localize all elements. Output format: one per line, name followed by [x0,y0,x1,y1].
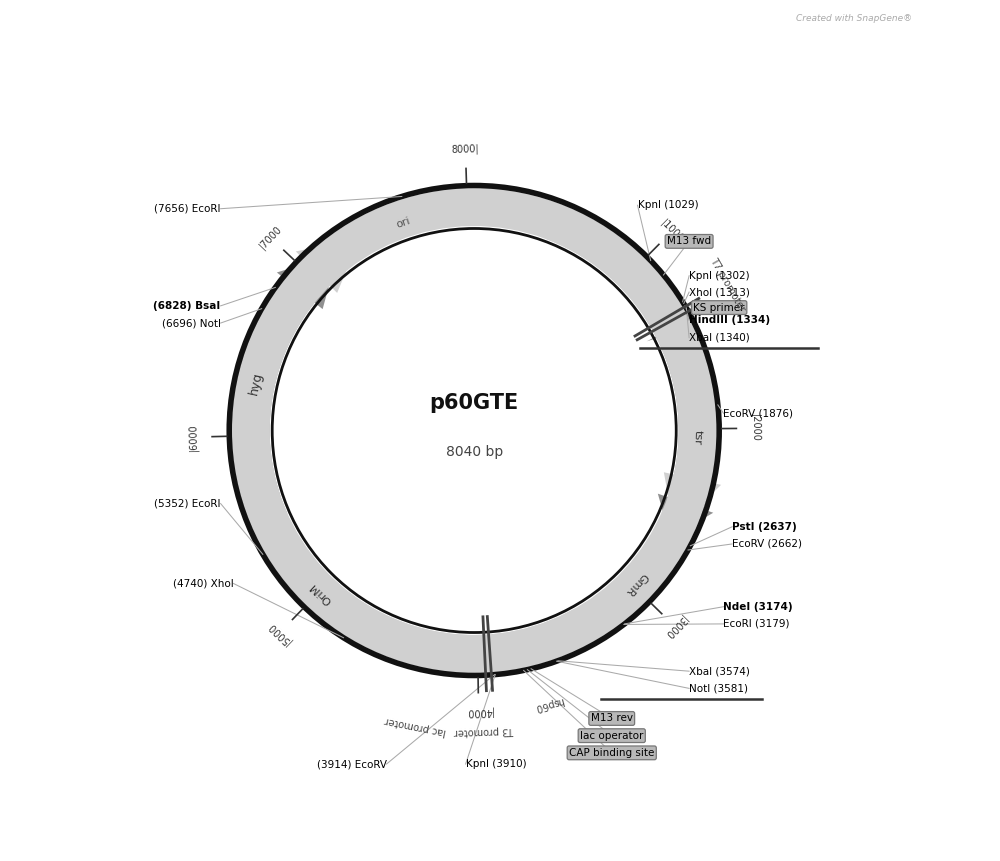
Text: |4000: |4000 [465,706,493,717]
Text: |1000: |1000 [659,218,686,245]
Text: EcoRV (1876): EcoRV (1876) [723,408,793,418]
Text: OriM: OriM [308,580,333,605]
Text: (4740) XhoI: (4740) XhoI [173,579,234,589]
Text: KS primer: KS primer [693,302,745,313]
Text: (6828) BsaI: (6828) BsaI [153,300,221,311]
Text: tsr: tsr [692,430,703,445]
Text: 8000|: 8000| [451,144,479,155]
Text: KpnI (1302): KpnI (1302) [689,270,750,281]
Text: Created with SnapGene®: Created with SnapGene® [796,14,913,22]
Text: (7656) EcoRI: (7656) EcoRI [154,204,221,214]
Text: hyg: hyg [247,371,264,396]
Text: T3 promoter: T3 promoter [453,725,514,737]
Text: EcoRI (3179): EcoRI (3179) [723,619,790,629]
Text: EcoRV (2662): EcoRV (2662) [732,539,802,549]
Polygon shape [645,296,699,341]
Text: KpnI (3910): KpnI (3910) [466,759,526,769]
Text: lac promoter: lac promoter [384,715,447,737]
Text: hsp60: hsp60 [533,696,564,713]
Text: NdeI (3174): NdeI (3174) [723,602,793,611]
Text: M13 rev: M13 rev [591,714,633,723]
Text: PstI (2637): PstI (2637) [732,522,797,532]
Text: (3914) EcoRV: (3914) EcoRV [317,759,387,769]
Polygon shape [387,624,469,669]
Text: lac operator: lac operator [580,731,643,740]
Polygon shape [266,532,383,645]
Text: |3000: |3000 [662,613,689,641]
Text: |5000: |5000 [266,620,293,647]
Text: p60GTE: p60GTE [430,393,519,413]
Polygon shape [658,328,717,537]
Text: HindIII (1334): HindIII (1334) [689,315,770,325]
Text: XhoI (1313): XhoI (1313) [689,287,750,297]
Text: NotI (3581): NotI (3581) [689,684,748,693]
Polygon shape [499,621,572,667]
Text: M13 fwd: M13 fwd [667,237,711,246]
Text: XbaI (1340): XbaI (1340) [689,332,750,343]
Text: T7 promoter: T7 promoter [708,256,747,313]
Text: KpnI (1029): KpnI (1029) [638,201,698,210]
Text: 8040 bp: 8040 bp [446,445,503,459]
Text: (6696) NotI: (6696) NotI [162,318,221,328]
Polygon shape [232,189,721,672]
Text: ori: ori [395,216,412,230]
Polygon shape [232,253,338,528]
Text: |2000: |2000 [750,414,761,443]
Text: (5352) EcoRI: (5352) EcoRI [154,499,221,509]
Text: CAP binding site: CAP binding site [569,748,654,758]
Text: XbaI (3574): XbaI (3574) [689,666,750,676]
Polygon shape [232,203,717,673]
Text: |6000: |6000 [188,423,199,451]
Text: |7000: |7000 [257,224,283,251]
Text: GmR: GmR [624,571,650,598]
